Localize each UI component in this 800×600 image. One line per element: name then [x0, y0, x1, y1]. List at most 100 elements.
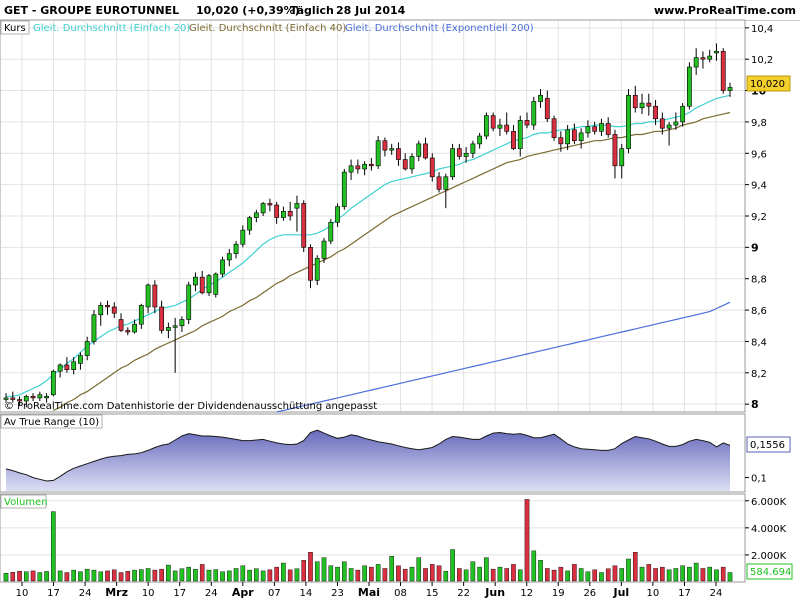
volume-bar[interactable]	[524, 499, 530, 582]
volume-bar[interactable]	[57, 570, 63, 582]
candle-body[interactable]	[57, 364, 63, 372]
candle-body[interactable]	[355, 165, 361, 170]
volume-bar[interactable]	[632, 552, 638, 582]
candle-body[interactable]	[165, 327, 171, 331]
volume-bar[interactable]	[342, 561, 347, 582]
volume-bar[interactable]	[727, 572, 733, 582]
volume-bar[interactable]	[423, 568, 428, 582]
volume-bar[interactable]	[294, 568, 300, 582]
candle-body[interactable]	[321, 240, 327, 259]
volume-bar[interactable]	[639, 566, 645, 582]
candle-body[interactable]	[646, 102, 652, 107]
volume-bar[interactable]	[335, 566, 340, 582]
candle-body[interactable]	[680, 105, 686, 123]
volume-bar[interactable]	[118, 572, 124, 582]
candle-body[interactable]	[592, 126, 598, 132]
volume-bar[interactable]	[199, 564, 205, 582]
candle-body[interactable]	[612, 134, 618, 167]
candle-body[interactable]	[524, 120, 530, 126]
candle-body[interactable]	[78, 355, 83, 364]
candle-body[interactable]	[659, 118, 665, 129]
volume-bar[interactable]	[429, 564, 435, 582]
candle-body[interactable]	[463, 152, 469, 157]
candle-body[interactable]	[71, 361, 77, 370]
candle-body[interactable]	[599, 123, 604, 132]
volume-bar[interactable]	[44, 571, 49, 582]
candle-body[interactable]	[308, 247, 313, 281]
volume-bar[interactable]	[24, 571, 29, 582]
candle-body[interactable]	[707, 55, 713, 60]
candle-body[interactable]	[429, 157, 435, 178]
candle-body[interactable]	[91, 314, 97, 342]
candle-body[interactable]	[98, 305, 104, 316]
volume-bar[interactable]	[274, 566, 279, 582]
volume-bar[interactable]	[206, 569, 212, 582]
candle-body[interactable]	[382, 140, 388, 151]
volume-bar[interactable]	[125, 571, 131, 582]
volume-bar[interactable]	[687, 566, 692, 582]
candle-body[interactable]	[653, 105, 658, 120]
volume-bar[interactable]	[646, 564, 652, 582]
volume-bar[interactable]	[37, 572, 43, 582]
volume-bar[interactable]	[673, 568, 679, 582]
volume-bar[interactable]	[220, 571, 225, 582]
volume-bar[interactable]	[213, 569, 219, 582]
candle-body[interactable]	[619, 148, 625, 167]
candle-body[interactable]	[111, 306, 117, 314]
volume-bar[interactable]	[301, 560, 307, 582]
candle-body[interactable]	[693, 57, 699, 68]
volume-bar[interactable]	[714, 569, 719, 582]
candle-body[interactable]	[348, 165, 354, 173]
candle-body[interactable]	[44, 396, 49, 399]
candle-body[interactable]	[456, 148, 462, 157]
candle-body[interactable]	[409, 156, 415, 170]
candle-body[interactable]	[551, 118, 557, 138]
volume-bar[interactable]	[328, 565, 334, 582]
candle-body[interactable]	[233, 243, 239, 254]
candle-body[interactable]	[504, 124, 510, 132]
volume-bar[interactable]	[84, 568, 90, 582]
candle-body[interactable]	[132, 323, 137, 333]
volume-bar[interactable]	[477, 566, 482, 582]
volume-bar[interactable]	[572, 564, 577, 582]
candle-body[interactable]	[402, 159, 408, 170]
volume-bar[interactable]	[260, 570, 266, 582]
candle-body[interactable]	[253, 212, 259, 218]
candle-body[interactable]	[511, 131, 516, 149]
volume-bar[interactable]	[287, 569, 293, 582]
volume-bar[interactable]	[680, 565, 685, 582]
candle-body[interactable]	[626, 94, 631, 149]
candle-body[interactable]	[260, 203, 266, 214]
candle-body[interactable]	[138, 305, 144, 325]
candle-body[interactable]	[206, 275, 212, 294]
candle-body[interactable]	[531, 101, 537, 126]
volume-bar[interactable]	[463, 569, 469, 582]
candle-body[interactable]	[666, 124, 672, 129]
volume-bar[interactable]	[578, 568, 584, 582]
candle-body[interactable]	[267, 203, 273, 206]
volume-bar[interactable]	[558, 566, 564, 582]
candle-body[interactable]	[84, 341, 90, 356]
volume-bar[interactable]	[450, 549, 455, 582]
volume-bar[interactable]	[10, 572, 16, 582]
volume-bar[interactable]	[186, 566, 191, 582]
volume-bar[interactable]	[538, 560, 543, 582]
candle-body[interactable]	[423, 143, 428, 159]
volume-bar[interactable]	[626, 558, 631, 582]
candle-body[interactable]	[274, 204, 280, 218]
candle-body[interactable]	[700, 57, 706, 60]
volume-bar[interactable]	[362, 565, 367, 582]
volume-bar[interactable]	[497, 566, 503, 582]
volume-bar[interactable]	[247, 569, 252, 582]
volume-bar[interactable]	[443, 570, 449, 582]
volume-bar[interactable]	[565, 570, 570, 582]
candle-body[interactable]	[368, 163, 374, 167]
volume-bar[interactable]	[457, 568, 462, 582]
candle-body[interactable]	[30, 396, 36, 399]
candle-body[interactable]	[389, 148, 395, 151]
candle-body[interactable]	[477, 135, 483, 145]
candle-body[interactable]	[199, 276, 205, 294]
volume-bar[interactable]	[159, 568, 164, 582]
candle-body[interactable]	[673, 121, 679, 126]
candle-body[interactable]	[484, 115, 489, 137]
